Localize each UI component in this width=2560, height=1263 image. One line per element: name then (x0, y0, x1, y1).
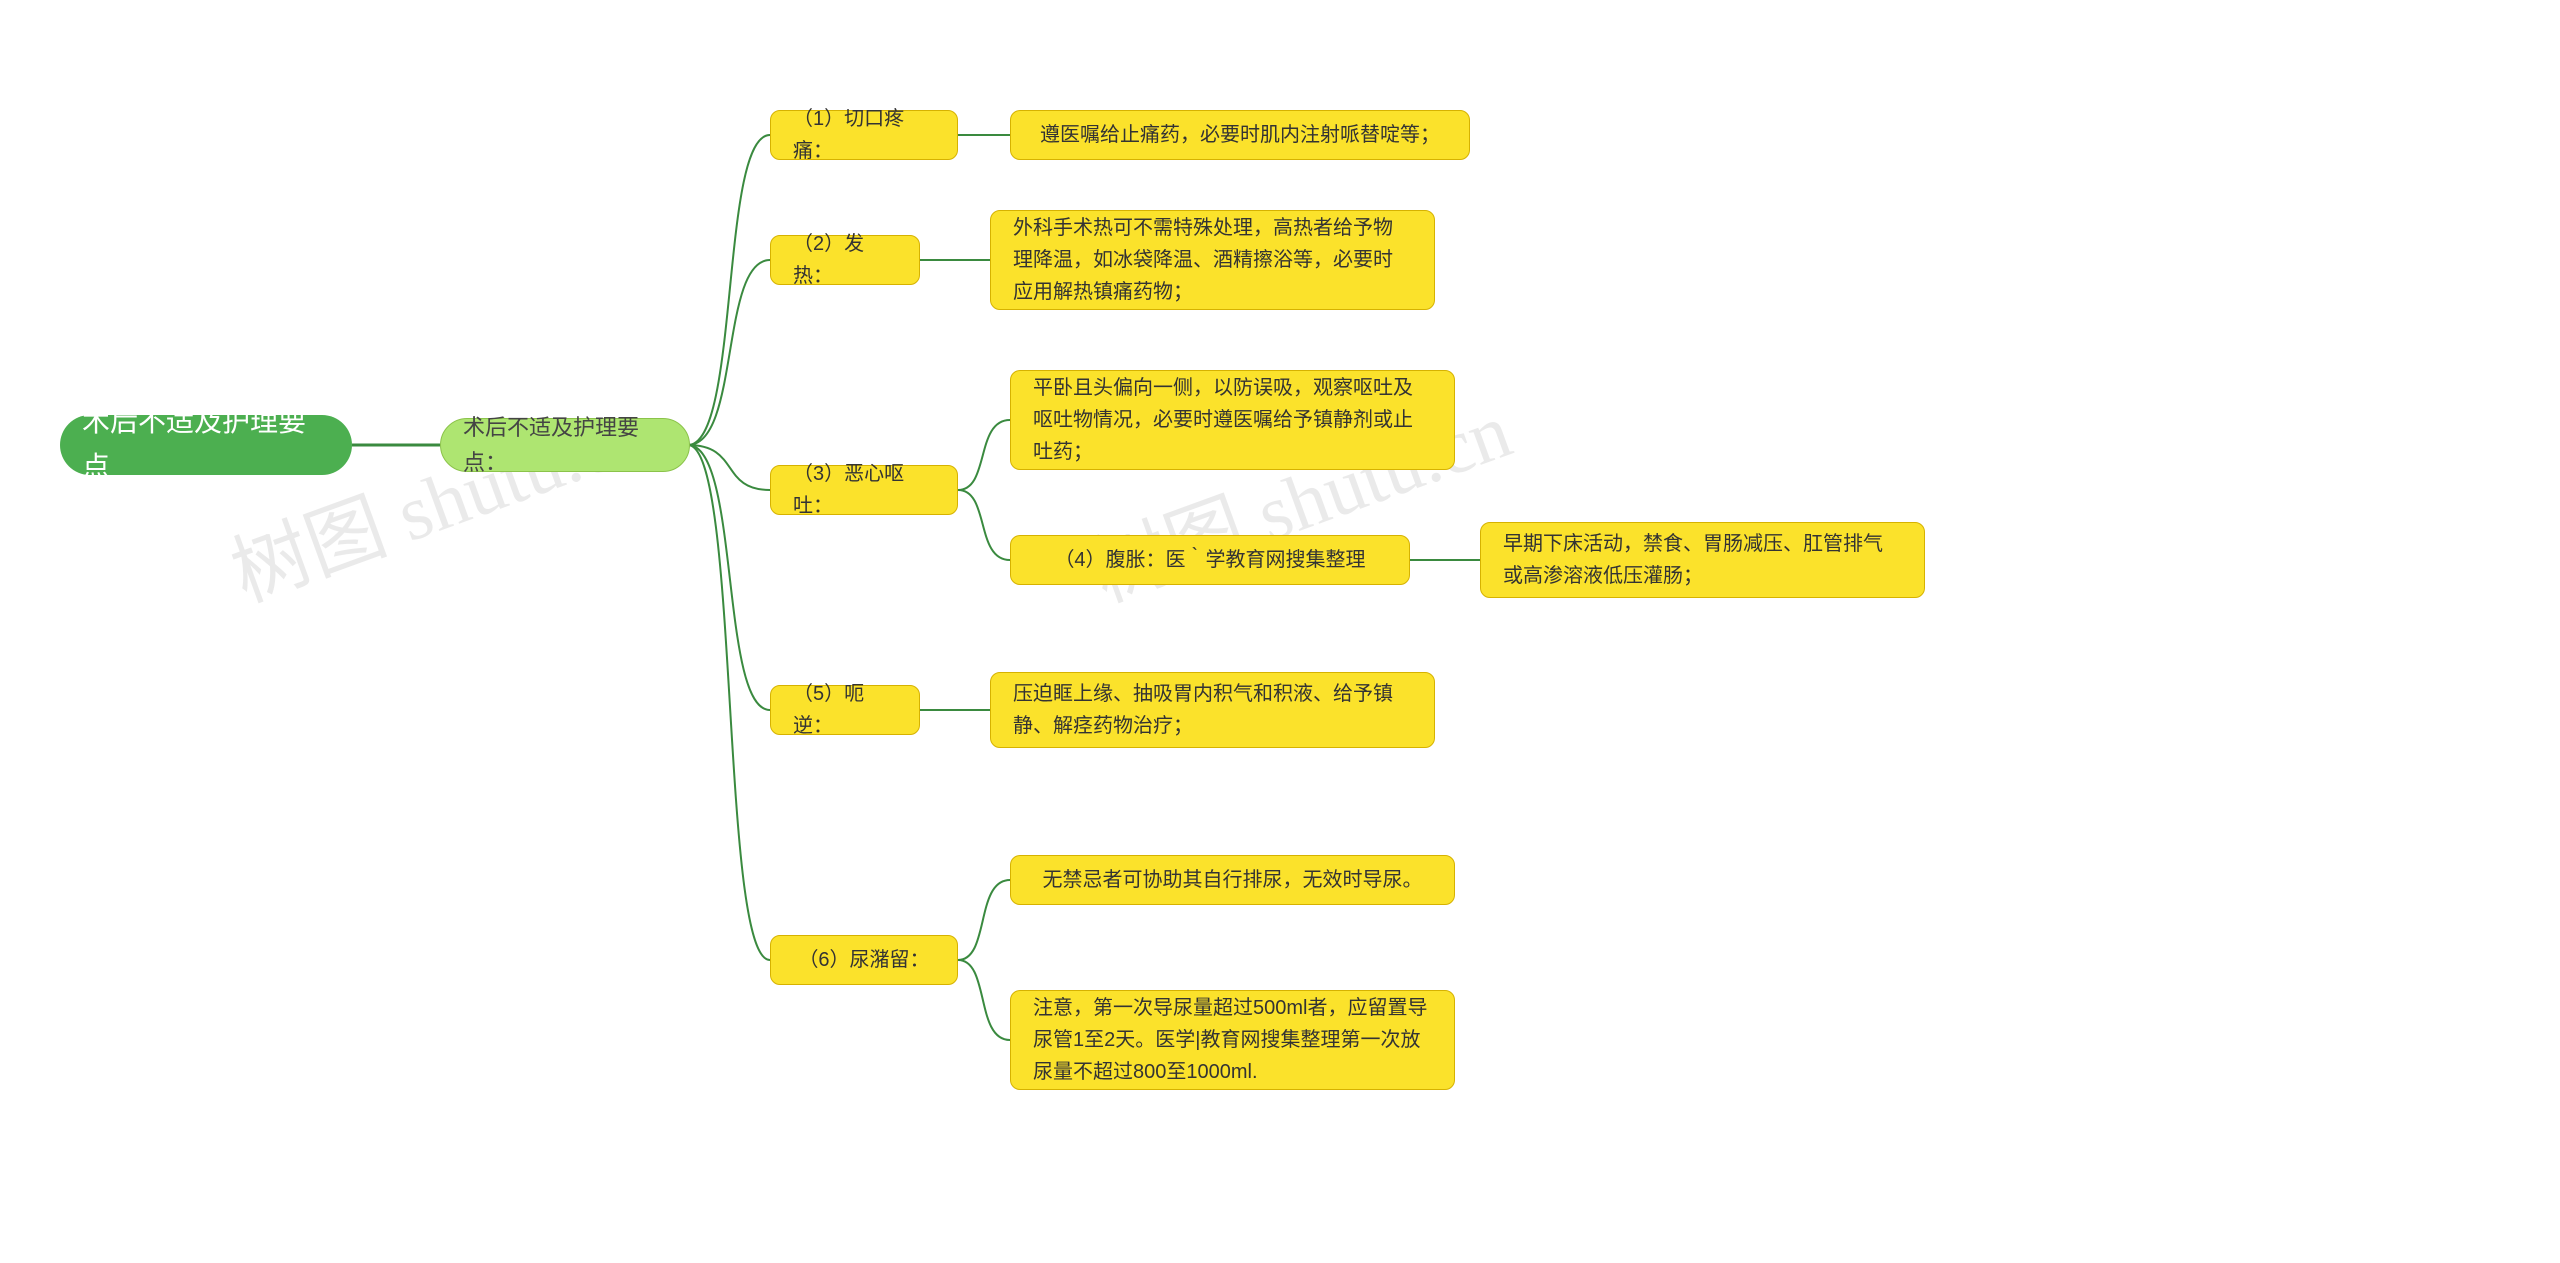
item-3[interactable]: （3）恶心呕吐： (770, 465, 958, 515)
item-5[interactable]: （5）呃逆： (770, 685, 920, 735)
item-2-detail: 外科手术热可不需特殊处理，高热者给予物理降温，如冰袋降温、酒精擦浴等，必要时应用… (990, 210, 1435, 310)
item-1-detail: 遵医嘱给止痛药，必要时肌内注射哌替啶等； (1010, 110, 1470, 160)
item-1[interactable]: （1）切口疼痛： (770, 110, 958, 160)
item-4-detail: 早期下床活动，禁食、胃肠减压、肛管排气或高渗溶液低压灌肠； (1480, 522, 1925, 598)
item-6-detail-b: 注意，第一次导尿量超过500ml者，应留置导尿管1至2天。医学|教育网搜集整理第… (1010, 990, 1455, 1090)
item-3-detail-a: 平卧且头偏向一侧，以防误吸，观察呕吐及呕吐物情况，必要时遵医嘱给予镇静剂或止吐药… (1010, 370, 1455, 470)
item-4[interactable]: （4）腹胀：医｀学教育网搜集整理 (1010, 535, 1410, 585)
root-node[interactable]: 术后不适及护理要点 (60, 415, 352, 475)
level1-node[interactable]: 术后不适及护理要点： (440, 418, 690, 472)
item-6[interactable]: （6）尿潴留： (770, 935, 958, 985)
item-6-detail-a: 无禁忌者可协助其自行排尿，无效时导尿。 (1010, 855, 1455, 905)
item-5-detail: 压迫眶上缘、抽吸胃内积气和积液、给予镇静、解痉药物治疗； (990, 672, 1435, 748)
item-2[interactable]: （2）发热： (770, 235, 920, 285)
